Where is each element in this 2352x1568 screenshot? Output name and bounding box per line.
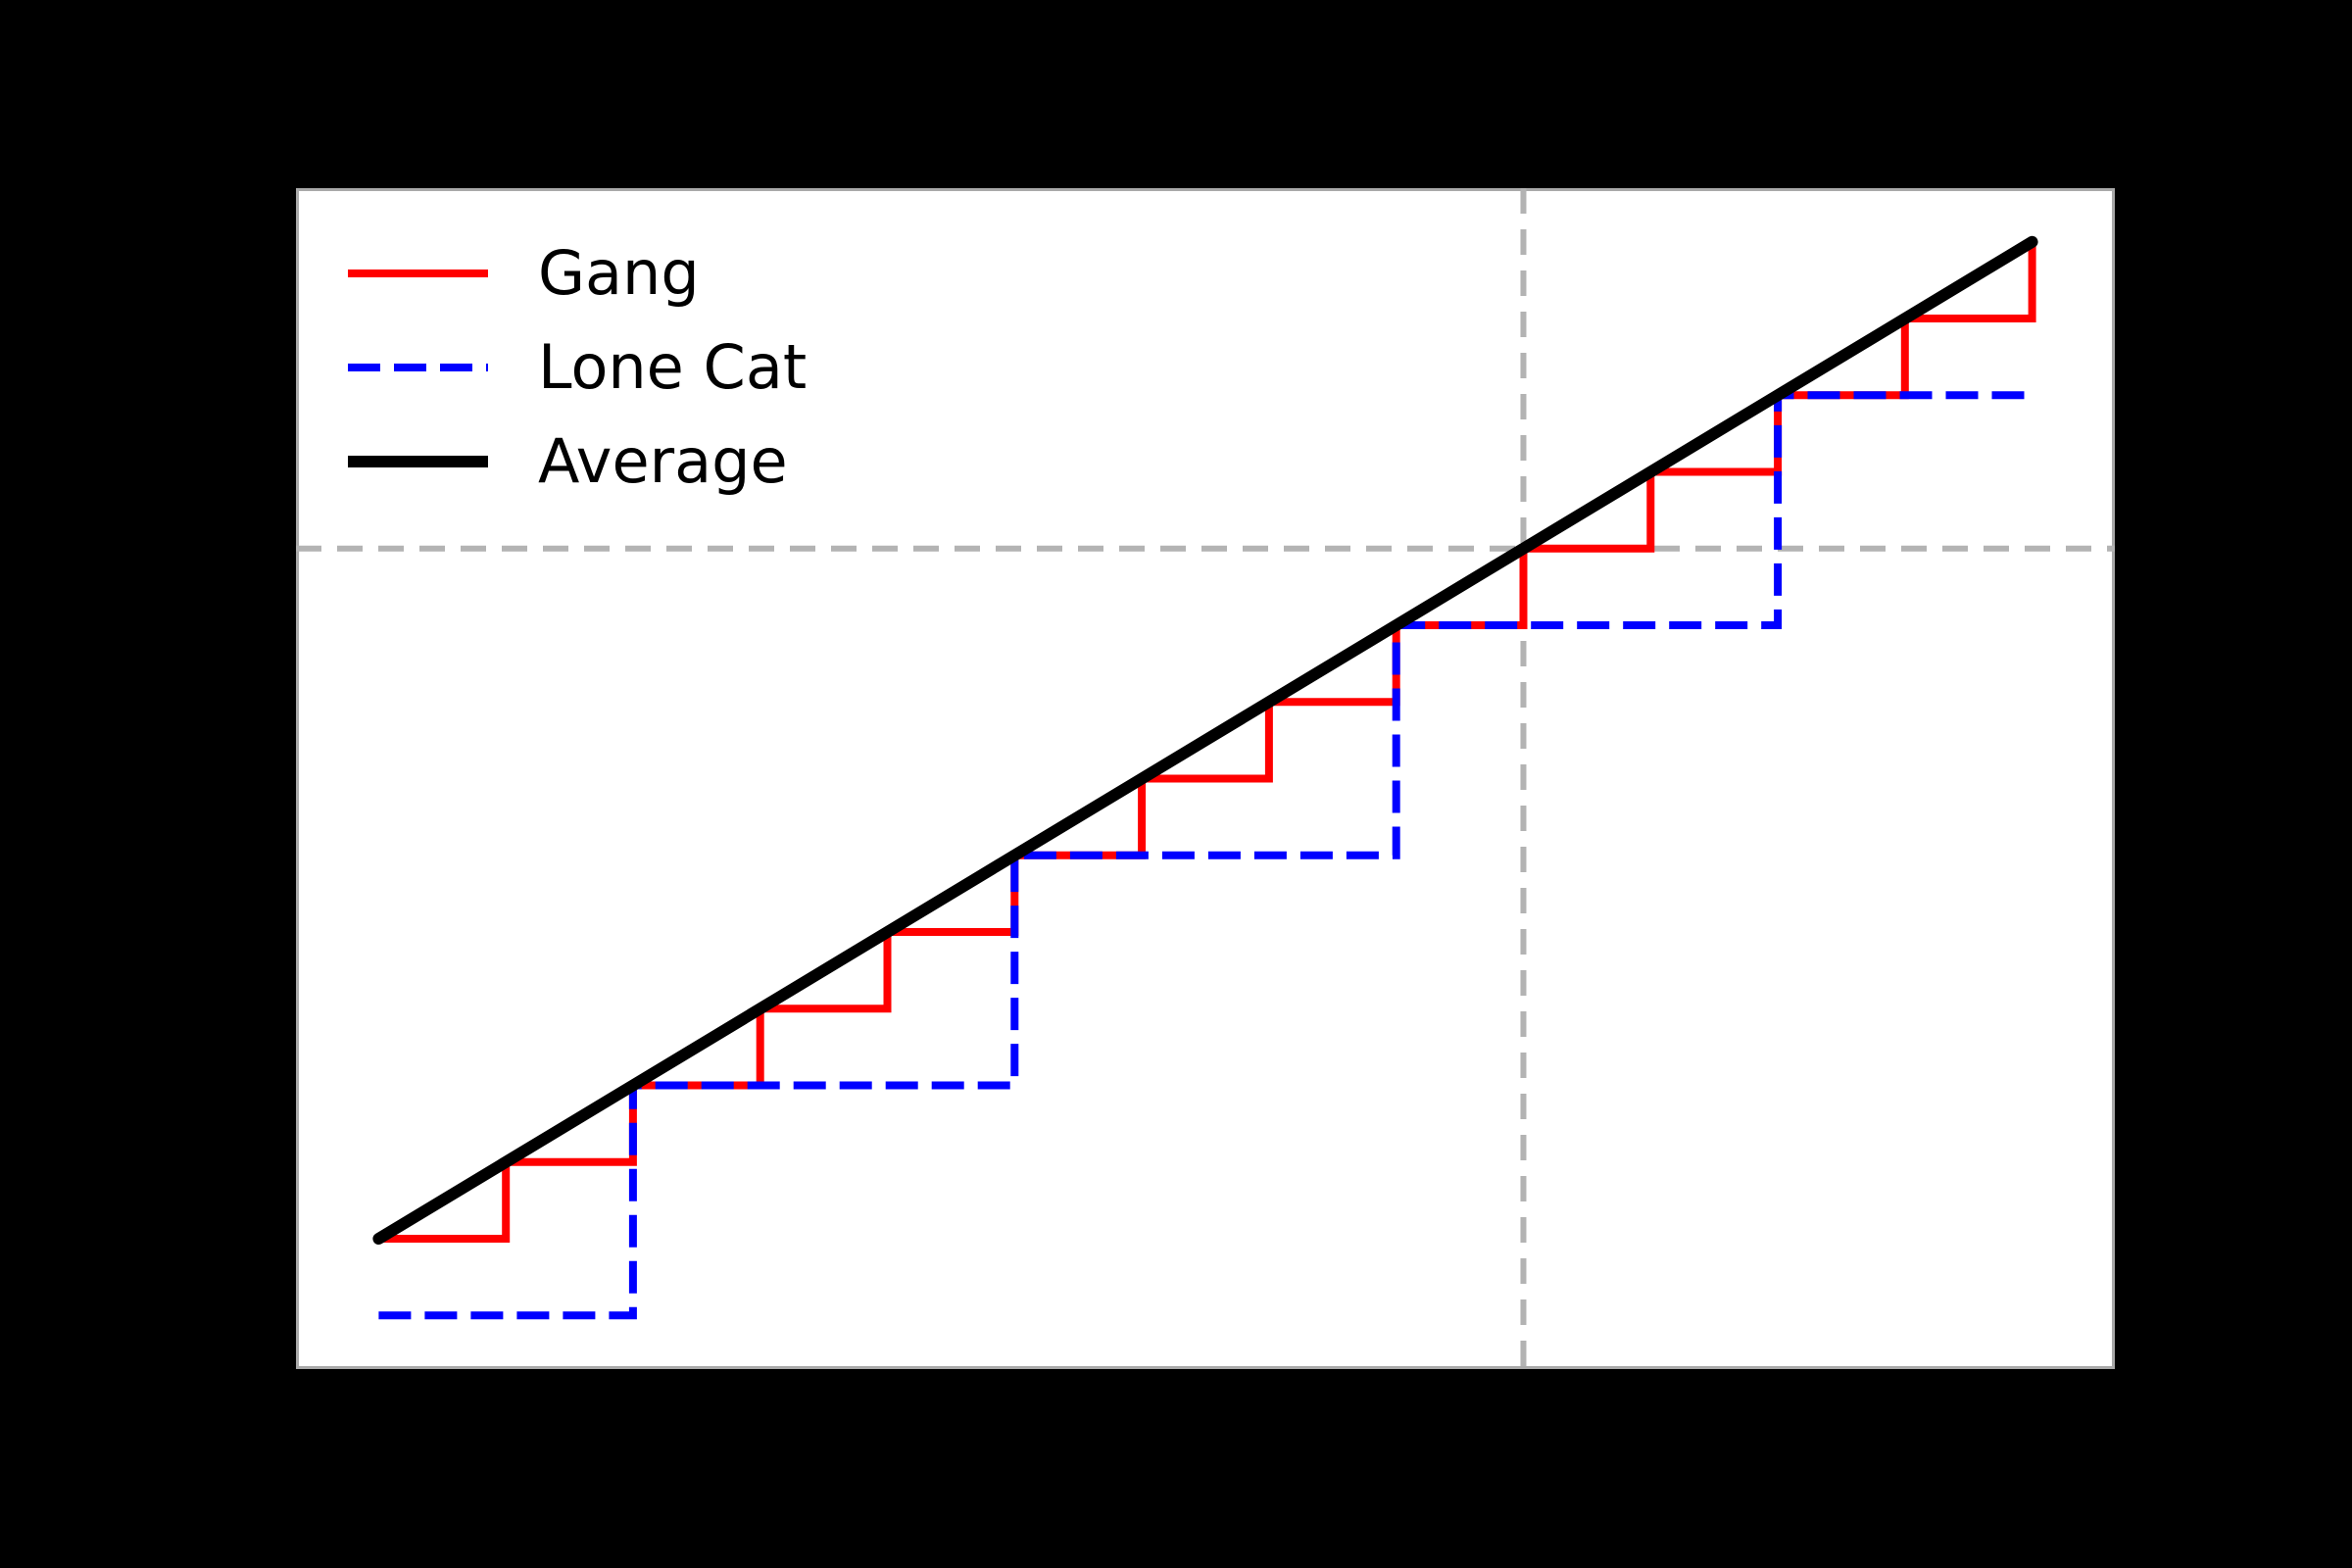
legend-row-average: Average: [348, 415, 807, 509]
legend-swatch-average-line-icon: [348, 456, 488, 467]
legend-label-gang: Gang: [538, 237, 700, 309]
legend-swatch-gang-line-icon: [348, 270, 488, 277]
legend-swatch-lone-cat-dashed-line-icon: [348, 364, 488, 371]
legend-label-lone-cat: Lone Cat: [538, 331, 808, 403]
legend-row-gang: Gang: [348, 226, 807, 320]
chart-canvas: [296, 188, 2115, 1369]
plot-area: Gang Lone Cat Average: [296, 188, 2115, 1369]
legend-row-lone-cat: Lone Cat: [348, 320, 807, 415]
legend-label-average: Average: [538, 425, 788, 497]
series-line-average: [372, 235, 2038, 1245]
legend: Gang Lone Cat Average: [348, 226, 807, 509]
series-line-lone-cat: [378, 391, 2033, 1320]
